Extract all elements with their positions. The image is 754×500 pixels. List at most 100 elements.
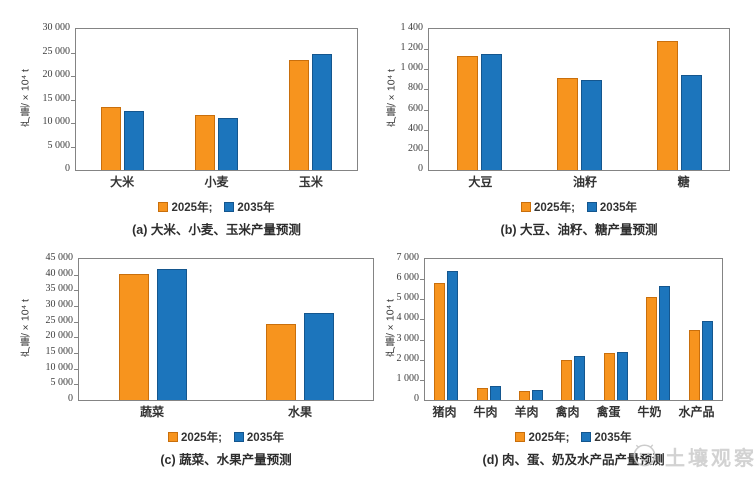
y-tick-mark bbox=[74, 337, 78, 339]
chart-area: 产量/×10⁴ t 0 5 000 10 000 15 000 20 000 25 000… bbox=[18, 23, 358, 193]
x-category-label: 玉米 bbox=[298, 175, 323, 189]
chart-caption: (a) 大米、小麦、玉米产量预测 bbox=[132, 223, 301, 237]
bar-group-水果 bbox=[265, 259, 334, 400]
y-tick-mark bbox=[74, 368, 78, 370]
bar-蔬菜-2035年 bbox=[156, 269, 187, 400]
bar-group-水产品 bbox=[688, 259, 713, 400]
legend-label: 2025年; bbox=[171, 202, 213, 214]
y-tick-label: 4 000 bbox=[396, 312, 420, 324]
x-category-label: 水产品 bbox=[678, 405, 715, 419]
chart-caption: (b) 大豆、油籽、糖产量预测 bbox=[500, 223, 658, 237]
plot-column: 大豆 油籽 糖 bbox=[424, 28, 730, 193]
bar-group-牛肉 bbox=[476, 259, 501, 400]
x-category-label: 蔬菜 bbox=[139, 405, 164, 419]
x-category-label: 牛奶 bbox=[637, 405, 662, 419]
y-tick-label: 0 bbox=[414, 393, 419, 404]
x-axis-labels: 猪肉 牛肉 羊肉 禽肉 禽蛋 牛奶 水产品 bbox=[424, 401, 723, 423]
y-tick-label: 45 000 bbox=[45, 252, 74, 263]
bar-group-油籽 bbox=[556, 29, 602, 170]
y-tick-mark bbox=[420, 379, 424, 381]
bar-group-蔬菜 bbox=[118, 259, 187, 400]
bar-group-玉米 bbox=[288, 29, 332, 170]
y-tick-label: 1 200 bbox=[400, 42, 424, 54]
bar-group-小麦 bbox=[194, 29, 238, 170]
plot-column: 大米 小麦 玉米 bbox=[71, 28, 358, 193]
y-tick-label: 30 000 bbox=[42, 22, 71, 33]
chart-caption: (c) 蔬菜、水果产量预测 bbox=[160, 453, 292, 467]
x-category-label: 水果 bbox=[287, 405, 312, 419]
legend-label: 2025年; bbox=[528, 432, 570, 444]
legend: 2025年; 2035年 bbox=[18, 199, 358, 215]
chart-area: 产量/×10⁴ t 0 200 400 600 800 1 000 1 200 1 400 大… bbox=[384, 23, 730, 193]
bar-group-糖 bbox=[656, 29, 702, 170]
y-tick-label: 200 bbox=[408, 142, 423, 154]
y-tick-label: 6 000 bbox=[396, 272, 420, 284]
legend: 2025年; 2035年 bbox=[383, 429, 723, 445]
y-tick-mark bbox=[420, 359, 424, 361]
y-tick-mark bbox=[74, 321, 78, 323]
y-tick-mark bbox=[420, 279, 424, 281]
plot-column: 猪肉 牛肉 羊肉 禽肉 禽蛋 牛奶 水产品 bbox=[420, 258, 723, 423]
y-tick-mark bbox=[424, 49, 428, 51]
x-category-label: 羊肉 bbox=[514, 405, 539, 419]
y-tick-label: 0 bbox=[65, 163, 70, 174]
legend-item: 2025年; bbox=[158, 199, 212, 215]
y-tick-label: 20 000 bbox=[45, 330, 74, 342]
bar-水果-2025年 bbox=[265, 324, 296, 400]
y-tick-mark bbox=[424, 129, 428, 131]
y-tick-label: 1 000 bbox=[400, 62, 424, 74]
chart-panel-d: 产量/×10⁴ t 0 1 000 2 000 3 000 4 000 5 000 6 00… bbox=[383, 253, 723, 468]
bar-groups bbox=[425, 259, 722, 400]
y-tick-label: 0 bbox=[68, 393, 73, 404]
y-axis-ticks: 0 5 000 10 000 15 000 20 000 25 000 30 000 bbox=[32, 23, 75, 174]
legend-label: 2035年 bbox=[594, 432, 632, 444]
bar-水果-2035年 bbox=[303, 313, 334, 400]
y-tick-label: 1 000 bbox=[396, 372, 420, 384]
x-category-label: 糖 bbox=[677, 175, 690, 189]
legend-swatch-icon bbox=[224, 202, 235, 212]
y-tick-label: 7 000 bbox=[396, 252, 420, 263]
legend-item: 2035年 bbox=[233, 429, 284, 445]
y-tick-mark bbox=[71, 146, 75, 148]
bar-group-牛奶 bbox=[646, 259, 671, 400]
bar-groups bbox=[429, 29, 729, 170]
y-tick-mark bbox=[74, 306, 78, 307]
legend-label: 2035年 bbox=[599, 202, 637, 214]
y-tick-mark bbox=[420, 319, 424, 321]
chart-panel-a: 产量/×10⁴ t 0 5 000 10 000 15 000 20 000 25 000… bbox=[18, 23, 358, 238]
bar-油籽-2035年 bbox=[580, 80, 602, 170]
x-axis-labels: 大米 小麦 玉米 bbox=[75, 171, 358, 193]
bar-糖-2035年 bbox=[680, 75, 702, 170]
y-tick-label: 40 000 bbox=[45, 267, 74, 279]
bar-玉米-2025年 bbox=[288, 60, 309, 170]
y-tick-mark bbox=[74, 290, 78, 292]
y-tick-label: 400 bbox=[408, 122, 423, 134]
y-tick-label: 35 000 bbox=[45, 283, 74, 295]
y-tick-mark bbox=[74, 384, 78, 386]
plot-column: 蔬菜 水果 bbox=[74, 258, 374, 423]
legend-item: 2025年; bbox=[520, 199, 575, 215]
y-axis-title: 产量/×10⁴ t bbox=[19, 69, 32, 128]
legend-item: 2025年; bbox=[167, 429, 222, 445]
bar-牛奶-2035年 bbox=[659, 286, 671, 400]
bar-禽肉-2035年 bbox=[574, 356, 586, 400]
legend-label: 2025年; bbox=[180, 432, 222, 444]
y-tick-mark bbox=[71, 76, 75, 77]
y-tick-label: 2 000 bbox=[396, 352, 420, 364]
x-category-label: 油籽 bbox=[572, 175, 597, 189]
legend-swatch-icon bbox=[158, 202, 169, 212]
bar-group-羊肉 bbox=[519, 259, 544, 400]
bar-禽肉-2025年 bbox=[561, 359, 573, 400]
legend-swatch-icon bbox=[586, 202, 597, 212]
bar-猪肉-2025年 bbox=[434, 283, 446, 400]
x-axis-labels: 蔬菜 水果 bbox=[78, 401, 374, 423]
y-axis-ticks: 0 200 400 600 800 1 000 1 200 1 400 bbox=[398, 23, 428, 174]
y-axis-ticks: 0 5 000 10 000 15 000 20 000 25 000 30 000 35 0… bbox=[32, 253, 78, 404]
bar-玉米-2035年 bbox=[311, 53, 332, 170]
bar-牛肉-2035年 bbox=[489, 385, 501, 400]
bar-group-禽蛋 bbox=[603, 259, 628, 400]
legend-item: 2025年; bbox=[515, 429, 569, 445]
y-tick-label: 5 000 bbox=[47, 139, 71, 151]
plot-area bbox=[71, 28, 358, 171]
bar-大米-2025年 bbox=[101, 106, 122, 170]
